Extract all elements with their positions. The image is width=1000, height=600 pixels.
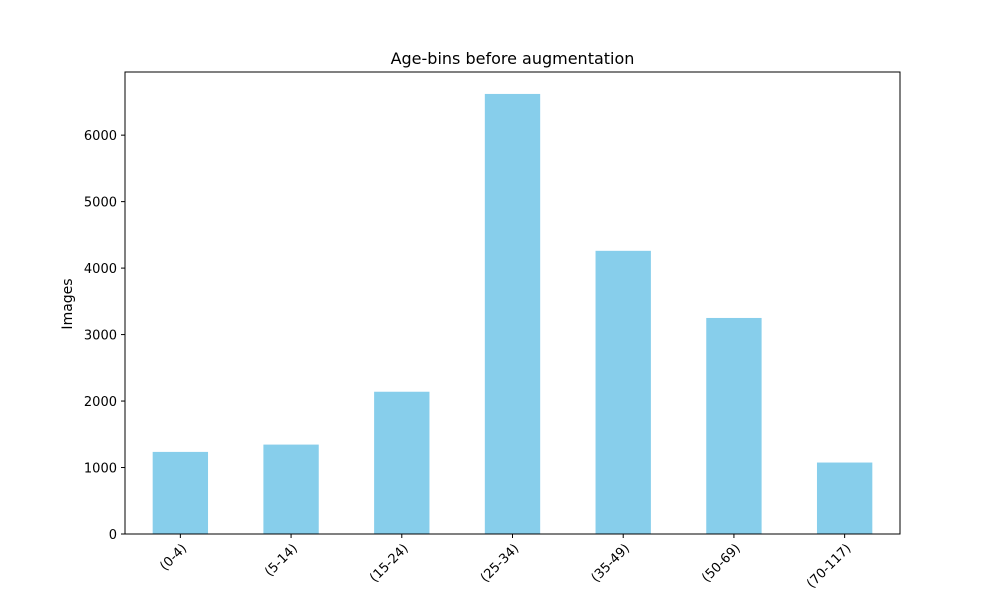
y-tick-label: 4000 [84,262,117,277]
bar-5-14 [263,444,319,534]
bar-35-49 [595,250,651,534]
x-axis: (0-4) (5-14) (15-24) (25-34) (35-49) (50-69) (… [157,534,854,592]
x-tick-label: (50-69) [699,541,743,585]
x-tick-label: (5-14) [262,541,301,580]
bars-layer [152,93,873,534]
y-tick-label: 6000 [84,129,117,144]
chart-title: Age-bins before augmentation [391,49,635,68]
x-tick-label: (70-117) [804,541,854,591]
y-axis: 0 1000 2000 3000 4000 5000 6000 [84,129,125,543]
y-tick-label: 3000 [84,329,117,344]
bar-15-24 [374,391,430,534]
x-tick-label: (35-49) [589,541,633,585]
x-tick-label: (0-4) [157,541,190,574]
y-tick-label: 2000 [84,395,117,410]
plot-frame [124,71,901,535]
y-axis-label: Images [60,278,76,329]
y-tick-label: 1000 [84,462,117,477]
bar-50-69 [706,317,762,534]
y-tick-label: 5000 [84,196,117,211]
x-tick-label: (15-24) [367,541,411,585]
y-tick-label: 0 [109,528,117,543]
bar-0-4 [152,451,209,534]
bar-25-34 [484,93,541,534]
x-tick-label: (25-34) [478,541,522,585]
bar-70-117 [816,462,873,534]
